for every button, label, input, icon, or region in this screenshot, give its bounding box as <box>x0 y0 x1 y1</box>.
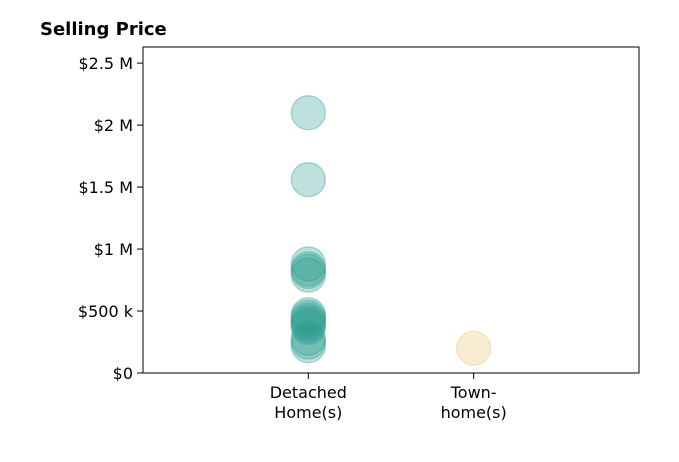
y-tick-label: $500 k <box>78 302 134 321</box>
y-tick-label: $0 <box>113 364 133 383</box>
data-point <box>290 246 327 282</box>
data-point <box>290 253 327 290</box>
plot-frame <box>142 46 640 374</box>
data-point <box>290 257 327 293</box>
x-tick-label: home(s) <box>441 403 507 422</box>
y-tick-label: $1.5 M <box>78 178 133 197</box>
x-tick-label: Detached <box>270 383 347 402</box>
data-point <box>455 330 492 366</box>
y-tick-label: $2.5 M <box>78 54 133 73</box>
x-tick-label: Town- <box>450 383 497 402</box>
data-point <box>290 306 327 343</box>
chart-title: Selling Price <box>40 19 167 40</box>
data-point <box>290 327 327 364</box>
data-point <box>290 320 327 357</box>
y-tick-label: $1 M <box>94 240 133 259</box>
data-points <box>290 94 492 366</box>
y-axis: $0 $500 k $1 M $1.5 M $2 M $2.5 M <box>78 54 143 383</box>
y-tick-label: $2 M <box>94 116 133 135</box>
data-point <box>290 301 327 338</box>
data-point <box>290 304 327 340</box>
data-point <box>290 161 327 198</box>
data-point <box>290 309 327 345</box>
data-point <box>290 251 327 287</box>
data-point <box>290 296 327 333</box>
data-point <box>290 94 327 131</box>
data-point <box>290 324 327 360</box>
x-tick-label: Home(s) <box>274 403 342 422</box>
data-point <box>290 299 327 335</box>
